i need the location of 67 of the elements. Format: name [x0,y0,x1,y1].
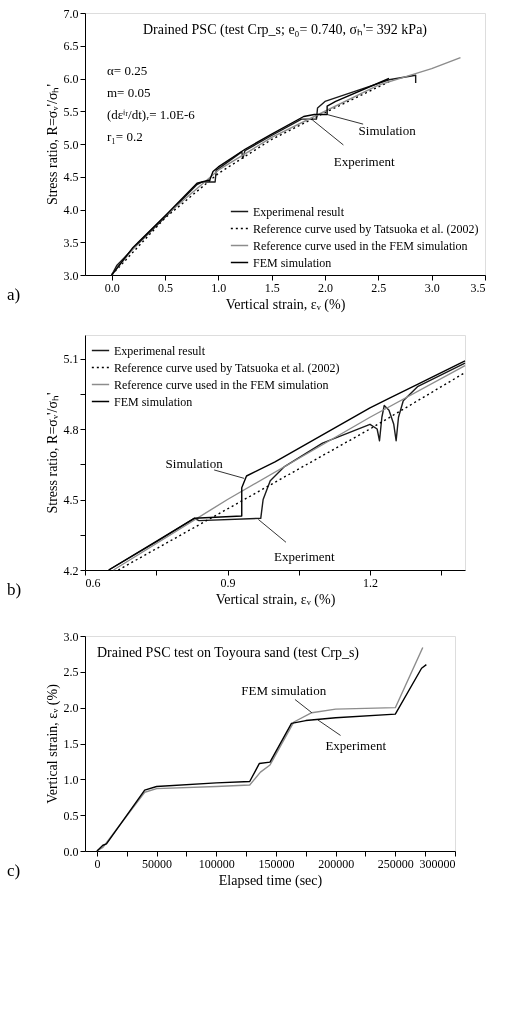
x-tick-label: 0.6 [85,575,101,590]
x-tick-label: 50000 [142,856,173,871]
x-tick-label: 200000 [318,856,355,871]
text: b) [7,580,22,599]
x-axis-title: Vertical strain, εᵥ (%) [215,591,336,608]
y-tick-label: 6.5 [63,39,79,54]
annotation: Experiment [274,549,336,565]
y-tick-label: 3.5 [63,235,79,250]
x-axis-title: Elapsed time (sec) [218,872,323,889]
legend-label: Experimenal result [253,204,345,219]
y-tick-label: 4.2 [63,563,79,578]
annotation: r₁= 0.2 [107,129,143,144]
x-tick-label: 300000 [419,856,456,871]
legend-label: Experimenal result [114,343,206,358]
x-tick-label: 0 [94,856,101,871]
y-tick-label: 5.5 [63,104,79,119]
text: c) [7,861,21,880]
y-tick-label: 0.5 [63,808,79,823]
annotation: Simulation [358,122,417,138]
x-tick-label: 3.5 [470,280,486,295]
y-tick-label: 4.8 [63,422,79,437]
x-tick-label: 150000 [258,856,295,871]
y-axis-title: Stress ratio, R=σᵥ'/σₕ' [44,392,60,514]
annotation: FEM simulation [241,682,327,698]
x-tick-label: 1.2 [363,575,378,590]
y-tick-label: 5.0 [63,137,79,152]
y-tick-label: 1.5 [63,737,79,751]
y-tick-label: 2.5 [63,665,79,680]
y-tick-label: 0.0 [63,844,79,859]
x-tick-label: 2.0 [318,280,333,295]
annotation: α= 0.25 [107,63,148,78]
annotation: m= 0.05 [107,85,151,100]
x-tick-label: 0.0 [104,280,120,295]
x-tick-label: 1.0 [211,280,227,295]
y-tick-label: 4.5 [63,493,79,507]
x-tick-label: 1.5 [264,280,280,295]
y-tick-label: 4.5 [63,170,79,185]
y-tick-label: 7.0 [63,6,79,21]
y-tick-label: 5.1 [63,352,79,366]
text: Drained PSC test on Toyoura sand (test Crp_s) [97,645,360,661]
y-axis-title: Stress ratio, R=σᵥ'/σₕ' [44,84,60,205]
annotation: (dεⁱʳ/dt)ᵣ= 1.0E-6 [107,107,196,122]
annotation: Experiment [325,737,387,753]
x-tick-label: 2.5 [371,280,387,295]
x-tick-label: 100000 [198,856,235,871]
x-tick-label: 0.9 [220,575,236,590]
y-tick-label: 6.0 [63,72,79,86]
legend-label: Reference curve used in the FEM simulation [253,238,468,253]
y-tick-label: 2.0 [63,701,79,716]
y-axis-title: Vertical strain, εᵥ (%) [44,683,61,804]
annotation: Experiment [333,153,395,169]
x-tick-label: 250000 [377,856,414,871]
text: Drained PSC (test Crp_s; e₀= 0.740, σₕ'= 392 kPa) [142,22,428,38]
legend-label: Reference curve used by Tatsuoka et al. (2002) [253,221,479,236]
x-axis-title: Vertical strain, εᵥ (%) [225,296,346,313]
annotation: Simulation [165,456,224,472]
x-tick-label: 3.0 [424,280,440,295]
y-tick-label: 3.0 [63,629,79,644]
x-tick-label: 0.5 [158,280,173,295]
legend-label: Reference curve used in the FEM simulation [114,377,329,392]
y-tick-label: 3.0 [63,268,79,283]
text: a) [7,285,21,304]
y-tick-label: 4.0 [63,203,79,217]
legend-label: FEM simulation [253,255,332,270]
y-tick-label: 1.0 [63,772,79,787]
legend-label: Reference curve used by Tatsuoka et al. (2002) [114,360,340,375]
legend-label: FEM simulation [114,394,193,409]
